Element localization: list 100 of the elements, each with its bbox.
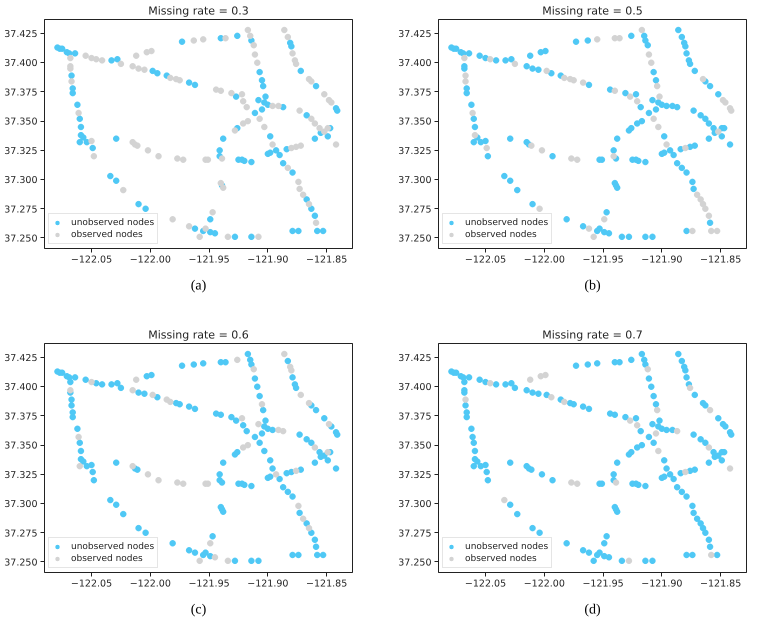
point: [686, 384, 694, 392]
y-tick-label: 37.350: [398, 440, 432, 452]
point: [610, 152, 617, 160]
point: [689, 228, 696, 234]
text: (a): [190, 278, 207, 294]
point: [702, 206, 709, 212]
y-tick-label: 37.300: [398, 175, 432, 186]
point: [706, 406, 714, 414]
y-tick-label: 37.325: [4, 146, 38, 157]
point: [312, 444, 318, 451]
point: [708, 552, 714, 558]
point: [132, 376, 140, 383]
point: [212, 554, 218, 561]
x-tick-label: −121.85: [306, 254, 348, 266]
y-tick-label: 37.250: [4, 557, 38, 568]
point: [244, 442, 252, 448]
y-tick-label: 37.400: [4, 382, 38, 394]
x-tick-label: −122.05: [70, 254, 112, 266]
point: [240, 444, 246, 451]
point: [483, 144, 490, 152]
x-tick-label: −121.95: [582, 254, 624, 266]
point: [646, 51, 652, 58]
point: [682, 468, 689, 476]
y-tick-label: 37.250: [4, 233, 38, 244]
point: [144, 471, 152, 478]
point: [574, 156, 580, 163]
x-tick-label: −121.95: [582, 578, 624, 590]
point: [306, 524, 312, 532]
legend-label: observed nodes: [465, 229, 537, 240]
point: [682, 144, 689, 152]
y-tick-label: 37.300: [4, 499, 38, 510]
y-tick-label: 37.325: [398, 146, 432, 157]
point: [469, 110, 476, 116]
point: [626, 93, 634, 100]
x-tick-label: −122.05: [70, 578, 112, 590]
y-tick-label: 37.400: [398, 58, 432, 70]
point: [462, 72, 469, 79]
y-tick-label: 37.275: [4, 204, 38, 216]
x-tick-label: −121.85: [700, 254, 742, 266]
point: [295, 502, 302, 510]
point: [644, 366, 651, 372]
point: [472, 132, 478, 138]
point: [501, 496, 508, 504]
point: [694, 192, 700, 198]
point: [526, 376, 534, 383]
y-tick-label: 37.325: [4, 470, 38, 481]
x-tick-label: −122.05: [464, 254, 506, 266]
point: [462, 78, 469, 85]
point: [706, 444, 712, 451]
y-tick-label: 37.425: [4, 353, 38, 364]
point: [726, 465, 734, 472]
point: [272, 471, 280, 478]
y-tick-label: 37.375: [4, 87, 38, 98]
point: [538, 147, 546, 154]
y-tick-label: 37.400: [398, 382, 432, 394]
legend-label: observed nodes: [465, 553, 537, 564]
point: [650, 116, 657, 122]
point: [638, 26, 646, 34]
x-tick-label: −121.95: [188, 254, 230, 266]
legend-label: unobserved nodes: [71, 541, 154, 552]
y-tick-label: 37.425: [4, 29, 38, 40]
point: [697, 196, 704, 203]
point: [548, 394, 555, 400]
x-tick-label: −122.00: [130, 254, 171, 266]
y-tick-label: 37.400: [4, 58, 38, 70]
legend-label: observed nodes: [71, 229, 143, 240]
point: [486, 56, 494, 62]
point: [281, 350, 288, 358]
point: [234, 356, 241, 364]
point: [714, 228, 720, 234]
chart-title: Missing rate = 0.6: [148, 328, 249, 342]
point: [656, 93, 663, 100]
x-tick-label: −121.85: [306, 578, 348, 590]
point: [462, 396, 469, 403]
point: [180, 480, 186, 487]
point: [288, 367, 295, 374]
text: (c): [190, 602, 207, 618]
point: [708, 228, 714, 234]
y-tick-label: 37.250: [398, 233, 432, 244]
point: [616, 34, 623, 42]
point: [590, 234, 597, 240]
text: (d): [584, 602, 601, 618]
point: [663, 141, 670, 148]
point: [326, 420, 332, 428]
point: [626, 417, 634, 424]
y-tick-label: 37.350: [4, 116, 38, 128]
point: [196, 558, 203, 564]
point: [155, 476, 162, 484]
x-tick-label: −121.90: [247, 254, 288, 266]
point: [700, 200, 706, 208]
point: [543, 68, 550, 74]
point: [612, 479, 620, 486]
chart-title: Missing rate = 0.5: [542, 4, 643, 18]
point: [306, 400, 312, 406]
y-tick-label: 37.300: [4, 175, 38, 186]
point: [634, 422, 640, 429]
x-tick-label: −121.90: [641, 578, 682, 590]
point: [655, 124, 662, 130]
point: [652, 430, 660, 437]
y-tick-label: 37.250: [398, 557, 432, 568]
